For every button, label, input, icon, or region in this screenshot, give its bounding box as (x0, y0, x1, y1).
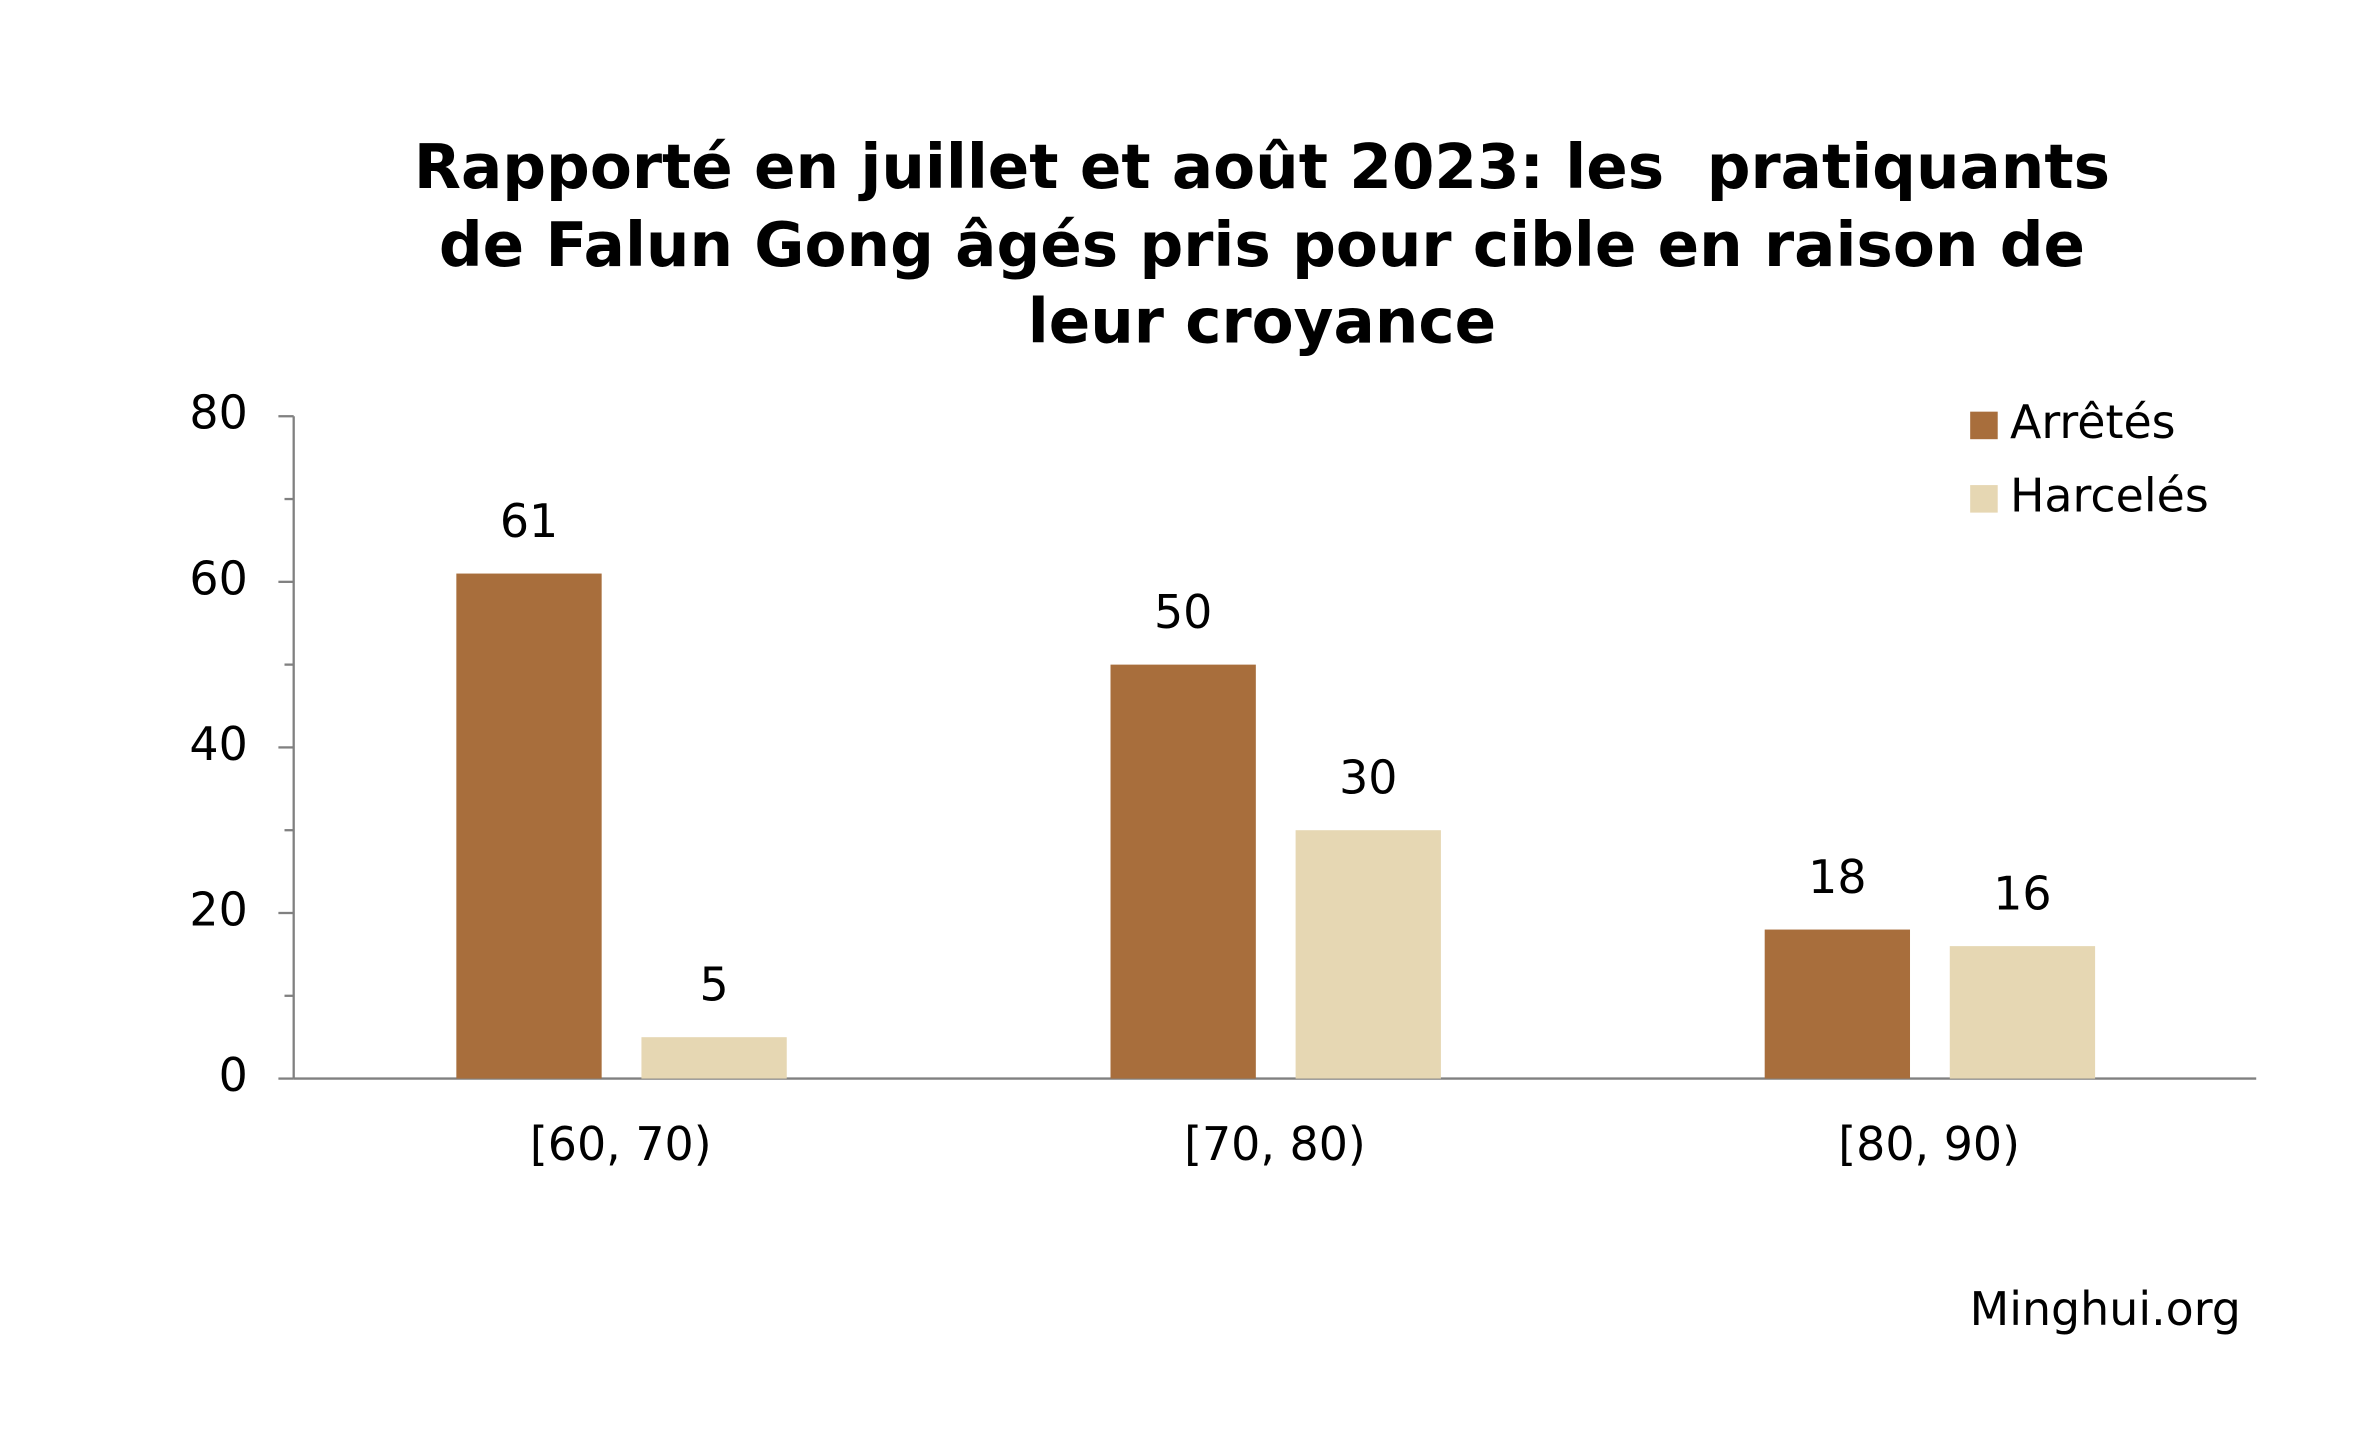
y-tick-label: 60 (189, 551, 247, 605)
source: Minghui.org (1970, 1282, 2241, 1336)
bar (1949, 946, 2096, 1079)
x-tick-label: [80, 90) (1838, 1117, 2020, 1171)
value-label: 61 (500, 494, 558, 548)
bar (456, 573, 602, 1079)
bar (1110, 664, 1256, 1079)
chart-title: Rapporté en juillet et août 2023: les pr… (414, 132, 2110, 203)
value-label: 18 (1808, 850, 1866, 904)
y-tick-label: 40 (189, 717, 247, 771)
value-label: 5 (699, 958, 728, 1012)
bar (1295, 830, 1441, 1079)
bar (641, 1037, 787, 1079)
value-label: 16 (1993, 867, 2051, 921)
y-tick-label: 0 (219, 1048, 248, 1102)
legend-label: Arrêtés (2010, 395, 2176, 449)
x-tick-label: [60, 70) (530, 1117, 712, 1171)
y-tick-label: 80 (189, 386, 247, 440)
legend-swatch (1970, 411, 1998, 440)
chart-title: de Falun Gong âgés pris pour cible en ra… (439, 210, 2085, 281)
legend-label: Harcelés (2010, 468, 2209, 522)
value-label: 50 (1154, 585, 1212, 639)
legend-swatch (1970, 485, 1998, 513)
value-label: 30 (1339, 751, 1397, 805)
bar (1764, 929, 1911, 1079)
y-tick-label: 20 (189, 882, 247, 936)
chart-title: leur croyance (1028, 287, 1496, 358)
x-tick-label: [70, 80) (1184, 1117, 1366, 1171)
